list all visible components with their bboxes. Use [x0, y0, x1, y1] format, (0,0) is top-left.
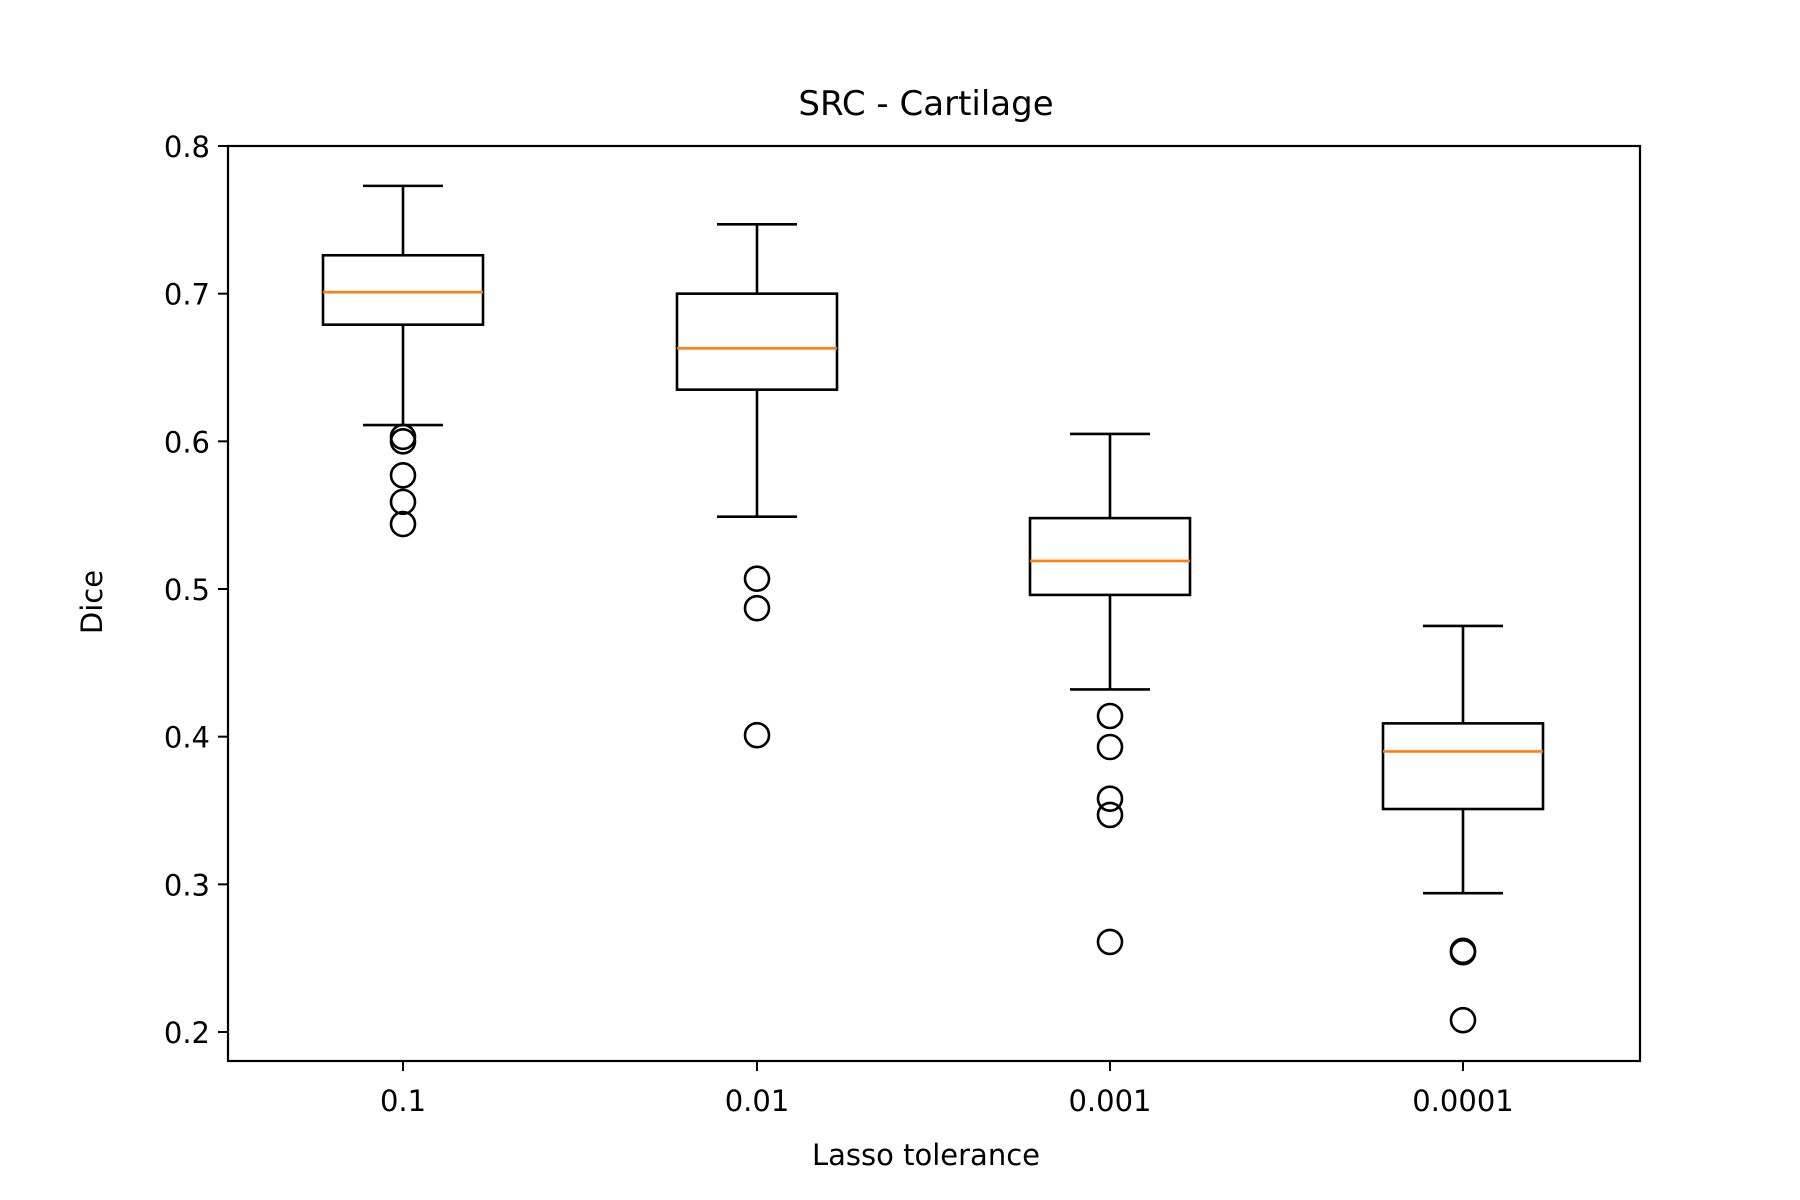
- iqr-box: [1028, 516, 1192, 597]
- iqr-box: [1381, 722, 1545, 811]
- y-tick-label: 0.8: [164, 130, 210, 164]
- x-tick-label: 0.001: [1068, 1084, 1151, 1118]
- outlier-point: [389, 510, 417, 538]
- outlier-point: [743, 721, 771, 749]
- x-tick-label: 0.0001: [1412, 1084, 1513, 1118]
- outlier-point: [1449, 938, 1477, 966]
- y-tick-label: 0.4: [164, 721, 210, 755]
- y-tick-label: 0.5: [164, 573, 210, 607]
- y-tick-label: 0.3: [164, 868, 210, 902]
- y-tick-label: 0.6: [164, 425, 210, 459]
- x-tick-label: 0.01: [725, 1084, 790, 1118]
- y-axis-label: Dice: [75, 570, 109, 634]
- outlier-point: [743, 565, 771, 592]
- y-tick-label: 0.2: [164, 1016, 210, 1050]
- outlier-point: [389, 428, 417, 455]
- outlier-point: [1096, 733, 1124, 761]
- outlier-point: [1096, 801, 1124, 829]
- x-axis-label: Lasso tolerance: [812, 1138, 1040, 1172]
- outlier-point: [389, 461, 417, 489]
- outlier-point: [1096, 702, 1124, 730]
- plot-area: 0.2 0.3 0.4 0.5 0.6 0.7 0.8 0.1 0.01 0.001 0.0001: [164, 130, 1545, 1118]
- y-tick-label: 0.7: [164, 278, 210, 312]
- outlier-point: [1096, 785, 1124, 812]
- outlier-point: [743, 594, 771, 622]
- axes-frame: [226, 144, 1642, 1063]
- iqr-box: [675, 292, 839, 391]
- iqr-box: [321, 253, 485, 326]
- chart-title: SRC - Cartilage: [798, 84, 1053, 124]
- outlier-point: [1449, 1006, 1477, 1034]
- x-tick-label: 0.1: [380, 1084, 426, 1118]
- outlier-point: [389, 488, 417, 516]
- outlier-point: [1096, 928, 1124, 956]
